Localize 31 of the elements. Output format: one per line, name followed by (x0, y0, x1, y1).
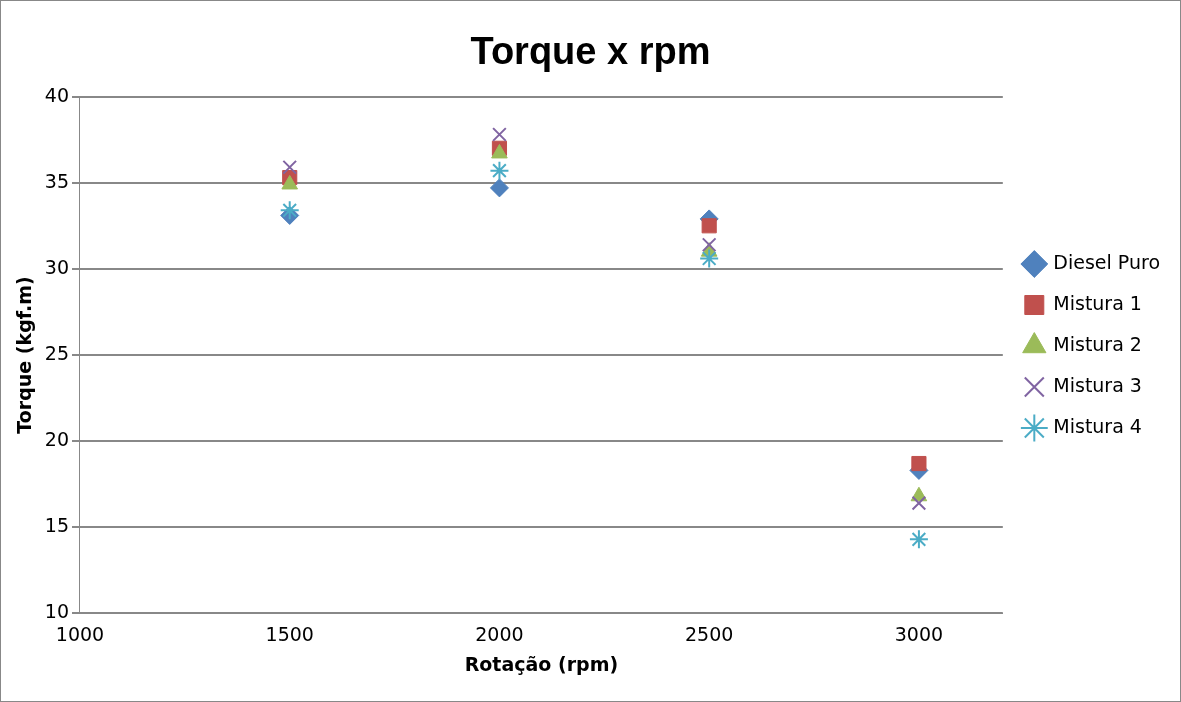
y-tick-label: 10 (44, 600, 69, 623)
y-tick-label: 30 (44, 255, 69, 278)
point (699, 248, 720, 269)
legend-label: Mistura 2 (1053, 332, 1142, 355)
legend-label: Mistura 3 (1053, 373, 1142, 396)
y-tick-label: 25 (44, 341, 69, 364)
point (489, 178, 509, 198)
legend-label: Mistura 4 (1053, 414, 1142, 437)
x-tick-label: 2000 (475, 622, 524, 645)
y-tick-label: 40 (44, 83, 69, 106)
point (911, 495, 927, 511)
point (911, 455, 927, 472)
x-tick-label: 1000 (55, 622, 105, 645)
x-axis-title: Rotação (rpm) (464, 652, 619, 675)
point (489, 160, 510, 181)
point (908, 529, 929, 550)
point (282, 159, 298, 175)
x-tick-label: 3000 (894, 622, 944, 645)
y-tick-label: 35 (44, 169, 69, 192)
chart-title: Torque x rpm (470, 30, 711, 73)
point (701, 237, 717, 253)
legend-label: Mistura 1 (1053, 291, 1142, 314)
x-tick-label: 2500 (685, 622, 734, 645)
x-tick-label: 1500 (265, 622, 314, 645)
y-axis-title: Torque (kgf.m) (13, 276, 36, 434)
point (701, 218, 717, 234)
point (492, 127, 507, 142)
legend-label: Diesel Puro (1053, 250, 1161, 273)
y-tick-label: 15 (44, 514, 69, 537)
point (279, 200, 300, 221)
y-tick-label: 20 (44, 428, 69, 451)
